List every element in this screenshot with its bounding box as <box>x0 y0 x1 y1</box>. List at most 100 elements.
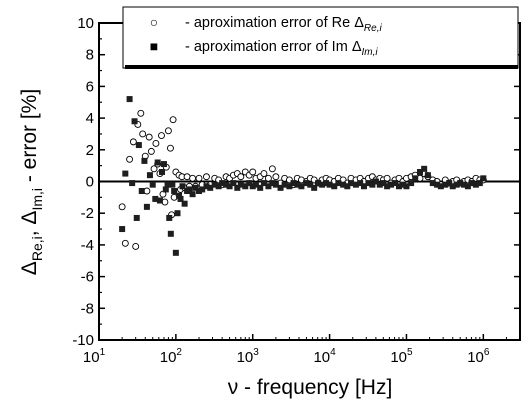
im-error-point <box>211 181 218 188</box>
y-tick-label: -2 <box>81 205 94 222</box>
im-error-point <box>380 180 387 187</box>
im-error-point <box>143 203 150 210</box>
im-error-point <box>335 180 342 187</box>
im-error-point <box>453 181 460 188</box>
im-error-point <box>219 180 226 187</box>
im-error-point <box>277 184 284 191</box>
im-error-point <box>446 180 453 187</box>
im-error-point <box>369 181 376 188</box>
x-tick-label: 103 <box>237 347 260 366</box>
im-error-point <box>226 183 233 190</box>
im-error-point <box>252 181 259 188</box>
im-error-point <box>269 180 276 187</box>
re-error-point <box>143 187 151 195</box>
im-error-point <box>246 180 253 187</box>
im-error-point <box>403 183 410 190</box>
im-error-point <box>344 183 351 190</box>
legend-box <box>122 6 519 69</box>
y-tick-label: -8 <box>81 300 94 317</box>
im-error-point <box>234 184 241 191</box>
im-error-point <box>399 181 406 188</box>
re-error-point <box>264 174 272 182</box>
im-error-point <box>437 183 444 190</box>
im-error-point <box>133 214 140 221</box>
im-error-point <box>192 184 199 191</box>
legend-filled-square-marker: ■ <box>150 38 158 54</box>
im-error-point <box>384 183 391 190</box>
im-error-point <box>376 181 383 188</box>
im-error-point <box>156 197 163 204</box>
legend-entry-re: - aproximation error of Re ΔRe,i <box>185 15 382 34</box>
im-error-point <box>172 249 179 256</box>
im-error-point <box>207 184 214 191</box>
im-error-point <box>365 180 372 187</box>
re-error-point <box>126 155 134 163</box>
im-error-point <box>307 181 314 188</box>
x-tick-label: 105 <box>390 347 413 366</box>
im-error-point <box>434 181 441 188</box>
re-error-point <box>129 138 137 146</box>
im-error-point <box>294 181 301 188</box>
im-error-point <box>315 180 322 187</box>
re-error-point <box>139 130 147 138</box>
im-error-point <box>179 183 186 190</box>
y-axis-title: ΔRe,i, ΔIm,i - error [%] <box>18 89 45 275</box>
im-error-point <box>164 181 171 188</box>
im-error-point <box>176 192 183 199</box>
im-error-point <box>249 183 256 190</box>
re-error-point <box>150 165 158 173</box>
re-error-point <box>118 203 126 211</box>
im-error-point <box>331 183 338 190</box>
im-error-point <box>242 183 249 190</box>
im-error-point <box>171 188 178 195</box>
re-error-point <box>132 243 140 250</box>
re-error-point <box>137 109 145 117</box>
im-error-point <box>357 180 364 187</box>
y-tick-label: 6 <box>86 78 94 95</box>
im-error-point <box>416 168 423 175</box>
im-error-point <box>348 180 355 187</box>
y-tick-label: 4 <box>86 110 94 127</box>
im-error-point <box>203 183 210 190</box>
im-error-point <box>223 181 230 188</box>
im-error-point <box>326 181 333 188</box>
im-error-point <box>177 195 184 202</box>
im-error-point <box>138 188 145 195</box>
im-error-point <box>298 183 305 190</box>
im-error-point <box>272 181 279 188</box>
im-error-point <box>189 191 196 198</box>
im-error-point <box>141 157 148 164</box>
re-error-point <box>189 174 197 182</box>
im-error-point <box>181 200 188 207</box>
y-tick-label: -4 <box>81 237 94 254</box>
im-error-point <box>352 181 359 188</box>
im-error-point <box>472 181 479 188</box>
im-error-point <box>199 186 206 193</box>
im-error-point <box>457 180 464 187</box>
re-error-point <box>147 147 155 155</box>
im-error-point <box>388 181 395 188</box>
im-error-point <box>412 175 419 182</box>
im-error-point <box>281 181 288 188</box>
x-axis-title: ν - frequency [Hz] <box>228 376 393 399</box>
im-error-point <box>135 142 142 149</box>
im-error-point <box>290 180 297 187</box>
im-error-point <box>340 181 347 188</box>
legend-open-circle-marker: ○ <box>150 14 158 30</box>
y-tick-label: 0 <box>86 174 94 191</box>
im-error-point <box>196 188 203 195</box>
im-error-point <box>421 165 428 172</box>
re-error-point <box>164 127 172 135</box>
re-error-point <box>195 174 203 182</box>
im-error-point <box>464 183 471 190</box>
im-error-point <box>442 181 449 188</box>
y-tick-label: -6 <box>81 269 94 286</box>
im-error-point <box>460 181 467 188</box>
im-error-point <box>152 195 159 202</box>
im-error-point <box>169 181 176 188</box>
re-error-point <box>158 132 165 139</box>
x-tick-label: 104 <box>313 347 336 366</box>
im-error-point <box>122 170 129 177</box>
im-error-point <box>424 172 431 179</box>
